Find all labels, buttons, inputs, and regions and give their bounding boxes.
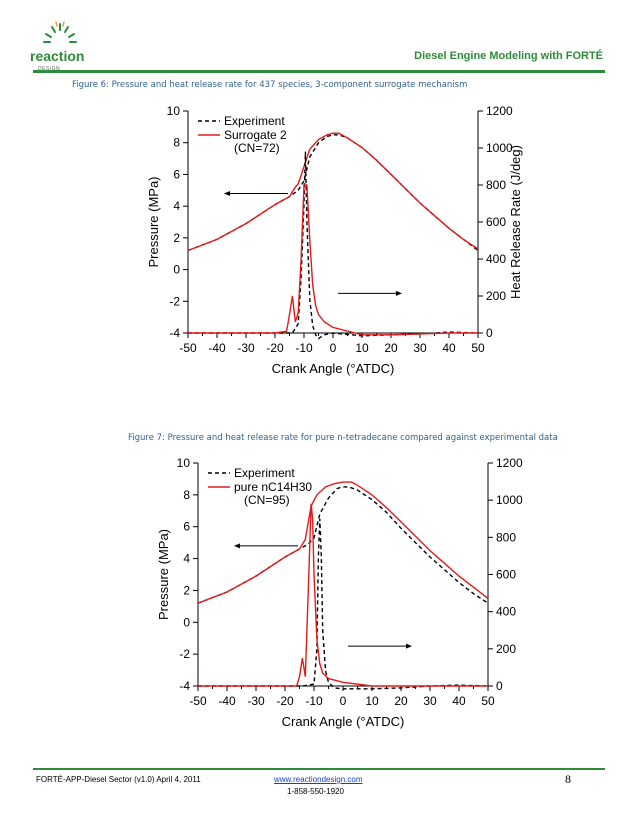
figure-6-chart: -50 -40 -30 -20 -10 0 10 20 30 40 50-4-20246810020… (146, 104, 523, 376)
y-tick-label: 4 (173, 199, 180, 213)
x-tick-label: -10 (295, 341, 313, 355)
y2-tick-label: 1200 (496, 456, 523, 470)
model-line (188, 184, 478, 336)
x-tick-label: -20 (266, 341, 284, 355)
reaction-logo-icon (43, 21, 77, 43)
y2-tick-label: 200 (486, 289, 506, 303)
x-tick-label: 0 (330, 341, 337, 355)
y2-tick-label: 1000 (496, 493, 523, 507)
y-tick-label: 0 (173, 263, 180, 277)
page-number: 8 (565, 772, 571, 786)
y-axis-label: Pressure (MPa) (156, 529, 171, 620)
logo-wordmark: reaction (30, 48, 85, 64)
x-tick-label: 10 (365, 694, 379, 708)
footer-divider (33, 768, 605, 770)
x-tick-label: 10 (355, 341, 369, 355)
x-tick-label: 20 (384, 341, 398, 355)
x-tick-label: -50 (179, 341, 197, 355)
header-divider (33, 70, 605, 73)
experiment-line (197, 486, 489, 604)
x-tick-label: 30 (423, 694, 437, 708)
figure-7-caption: Figure 7: Pressure and heat release rate… (128, 433, 558, 443)
legend-model-note: (CN=72) (234, 141, 280, 155)
document-title: Diesel Engine Modeling with FORTÉ (414, 50, 603, 62)
y-tick-label: 0 (183, 615, 190, 629)
model-line (187, 132, 479, 252)
y2-tick-label: 800 (486, 178, 506, 192)
model-line (198, 503, 488, 687)
footer-doc-info: FORTÉ-APP-Diesel Sector (v1.0) April 4, … (36, 775, 201, 784)
y-tick-label: 8 (183, 488, 190, 502)
figure-6-caption: Figure 6: Pressure and heat release rate… (72, 80, 468, 90)
logo-subtext: DESIGN (38, 66, 61, 72)
footer-website-link[interactable]: www.reactiondesign.com (274, 775, 363, 784)
legend-model-label: pure nC14H30 (234, 480, 312, 494)
y2-tick-label: 200 (496, 642, 516, 656)
y2-tick-label: 0 (496, 679, 503, 693)
y-tick-label: 8 (173, 136, 180, 150)
y-tick-label: 10 (167, 104, 181, 118)
y-tick-label: 2 (173, 231, 180, 245)
x-axis-label: Crank Angle (°ATDC) (282, 714, 405, 729)
y2-tick-label: 800 (496, 530, 516, 544)
footer-phone: 1-858-550-1920 (287, 787, 344, 796)
y2-tick-label: 600 (496, 568, 516, 582)
y-tick-label: 6 (183, 520, 190, 534)
figure-7-chart: -50 -40 -30 -20 -10 0 10 20 30 40 50-4-20246810020… (156, 456, 523, 729)
x-tick-label: -10 (305, 694, 323, 708)
experiment-line (198, 518, 489, 690)
x-tick-label: -40 (218, 694, 236, 708)
y-tick-label: -4 (169, 326, 180, 340)
experiment-line (188, 151, 479, 340)
x-tick-label: 50 (471, 341, 485, 355)
x-tick-label: -30 (237, 341, 255, 355)
x-tick-label: 30 (413, 341, 427, 355)
y-tick-label: -2 (179, 647, 190, 661)
legend-experiment-label: Experiment (224, 114, 285, 128)
y2-tick-label: 1000 (486, 141, 513, 155)
y-tick-label: 6 (173, 167, 180, 181)
legend-experiment-label: Experiment (234, 466, 295, 480)
y-tick-label: -4 (179, 679, 190, 693)
y2-tick-label: 400 (496, 605, 516, 619)
x-tick-label: -20 (276, 694, 294, 708)
x-axis-label: Crank Angle (°ATDC) (272, 361, 395, 376)
x-tick-label: 40 (452, 694, 466, 708)
y-tick-label: -2 (169, 294, 180, 308)
arrowhead-right (406, 643, 412, 649)
y-tick-label: 2 (183, 583, 190, 597)
y-tick-label: 10 (177, 456, 191, 470)
x-tick-label: 0 (340, 694, 347, 708)
x-tick-label: -40 (208, 341, 226, 355)
arrowhead-left (224, 190, 230, 196)
y2-tick-label: 0 (486, 326, 493, 340)
arrowhead-right (396, 290, 402, 296)
x-tick-label: 40 (442, 341, 456, 355)
experiment-line (187, 134, 479, 252)
legend-model-label: Surrogate 2 (224, 128, 287, 142)
x-tick-label: -50 (189, 694, 207, 708)
y2-tick-label: 1200 (486, 104, 513, 118)
model-line (197, 481, 489, 604)
x-tick-label: -30 (247, 694, 265, 708)
y-tick-label: 4 (183, 552, 190, 566)
arrowhead-left (234, 543, 240, 549)
x-tick-label: 50 (481, 694, 495, 708)
y2-axis-label: Heat Release Rate (J/deg) (508, 145, 523, 299)
y-axis-label: Pressure (MPa) (146, 176, 161, 267)
y2-tick-label: 400 (486, 252, 506, 266)
legend-model-note: (CN=95) (244, 493, 290, 507)
x-tick-label: 20 (394, 694, 408, 708)
y2-tick-label: 600 (486, 215, 506, 229)
